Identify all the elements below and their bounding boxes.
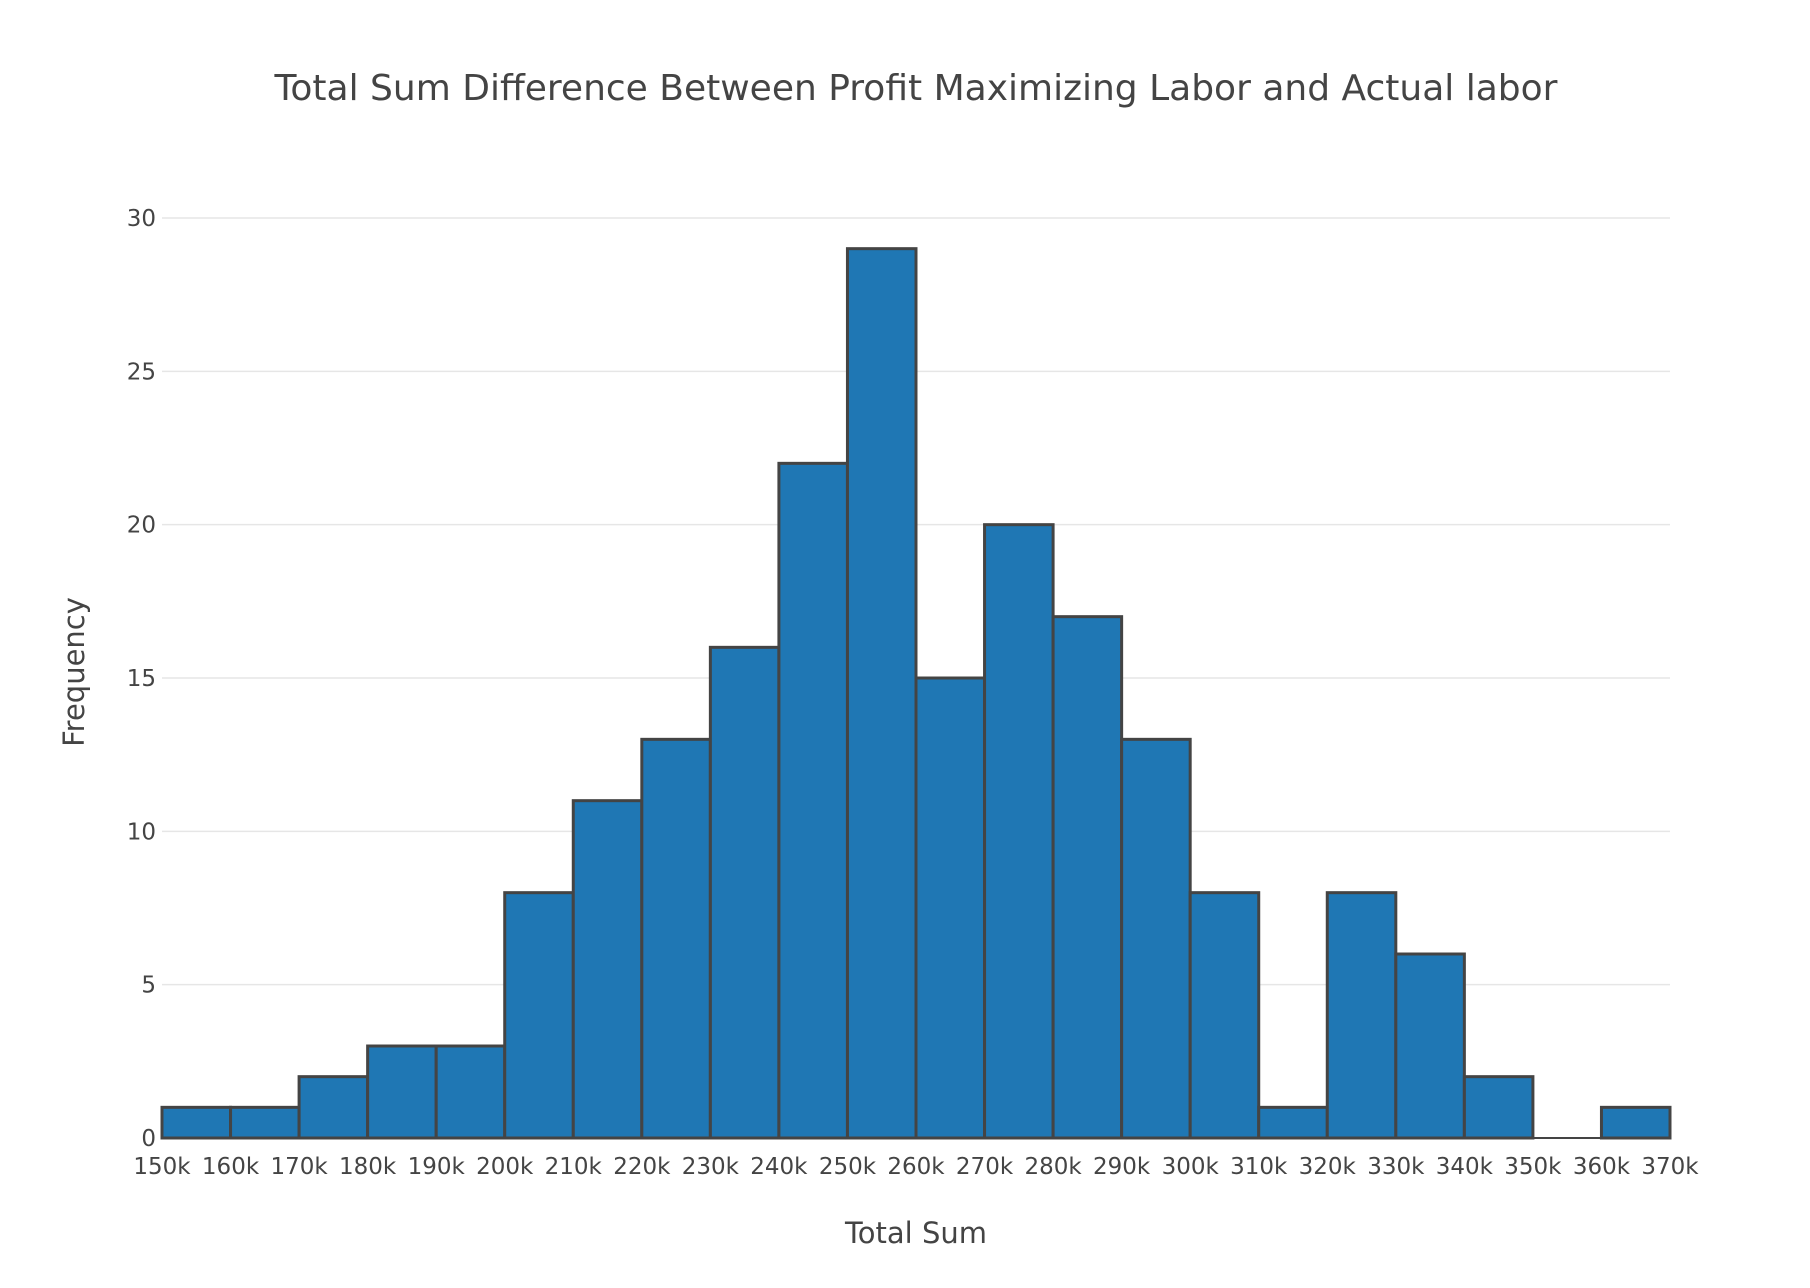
x-tick-label-11: 260k [887, 1154, 945, 1180]
histogram-bar-8[interactable] [708, 645, 781, 1140]
y-tick-label-5: 5 [141, 973, 156, 999]
y-axis-title: Frequency [57, 597, 91, 747]
histogram-bar-3[interactable] [366, 1044, 438, 1140]
x-tick-label-12: 270k [956, 1154, 1014, 1180]
y-tick-label-30: 30 [127, 206, 156, 232]
x-tick-label-19: 340k [1436, 1154, 1494, 1180]
x-tick-label-6: 210k [545, 1154, 603, 1180]
histogram-bar-21[interactable] [1599, 1105, 1672, 1140]
histogram-bar-19[interactable] [1462, 1075, 1535, 1140]
histogram-bar-10[interactable] [845, 247, 918, 1140]
x-axis-title: Total Sum [844, 1216, 987, 1250]
x-tick-label-17: 320k [1299, 1154, 1357, 1180]
histogram-bar-9[interactable] [777, 461, 849, 1140]
y-tick-label-20: 20 [127, 513, 156, 539]
chart-title: Total Sum Difference Between Profit Maxi… [274, 68, 1558, 109]
x-tick-label-0: 150k [133, 1154, 191, 1180]
histogram-bar-4[interactable] [434, 1044, 507, 1140]
histogram-bar-6[interactable] [571, 799, 644, 1140]
x-tick-label-13: 280k [1024, 1154, 1082, 1180]
histogram-bar-5[interactable] [503, 891, 575, 1140]
x-tick-label-18: 330k [1367, 1154, 1425, 1180]
x-tick-label-16: 310k [1230, 1154, 1288, 1180]
x-tick-label-9: 240k [750, 1154, 808, 1180]
histogram-bar-1[interactable] [229, 1105, 301, 1140]
y-tick-label-15: 15 [127, 666, 156, 692]
histogram-bar-15[interactable] [1188, 891, 1261, 1140]
y-axis-ticks: 0 5 10 15 20 25 30 [127, 206, 156, 1152]
x-tick-label-7: 220k [613, 1154, 671, 1180]
histogram-bar-12[interactable] [983, 523, 1055, 1140]
x-tick-label-15: 300k [1162, 1154, 1220, 1180]
histogram-bar-0[interactable] [160, 1105, 233, 1140]
x-tick-label-1: 160k [202, 1154, 260, 1180]
x-axis-ticks: 150k 160k 170k 180k 190k 200k 210k 220k 230k 240k… [133, 1154, 1699, 1180]
x-tick-label-10: 250k [819, 1154, 877, 1180]
histogram-bar-17[interactable] [1325, 891, 1398, 1140]
histogram-bar-11[interactable] [914, 676, 987, 1140]
x-tick-label-8: 230k [682, 1154, 740, 1180]
x-tick-label-4: 190k [408, 1154, 466, 1180]
x-tick-label-22: 370k [1641, 1154, 1699, 1180]
x-tick-label-21: 360k [1573, 1154, 1631, 1180]
histogram-bar-2[interactable] [297, 1075, 370, 1140]
y-tick-label-25: 25 [127, 359, 156, 385]
x-tick-label-5: 200k [476, 1154, 534, 1180]
x-tick-label-2: 170k [270, 1154, 328, 1180]
histogram-bar-7[interactable] [640, 737, 712, 1140]
x-tick-label-3: 180k [339, 1154, 397, 1180]
histogram-bars [160, 247, 1672, 1140]
x-tick-label-14: 290k [1093, 1154, 1151, 1180]
x-tick-label-20: 350k [1504, 1154, 1562, 1180]
histogram-bar-13[interactable] [1051, 615, 1124, 1140]
histogram-bar-14[interactable] [1120, 737, 1192, 1140]
histogram-bar-18[interactable] [1394, 952, 1466, 1140]
y-tick-label-10: 10 [127, 819, 156, 845]
y-tick-label-0: 0 [141, 1126, 156, 1152]
histogram-bar-16[interactable] [1257, 1105, 1329, 1140]
